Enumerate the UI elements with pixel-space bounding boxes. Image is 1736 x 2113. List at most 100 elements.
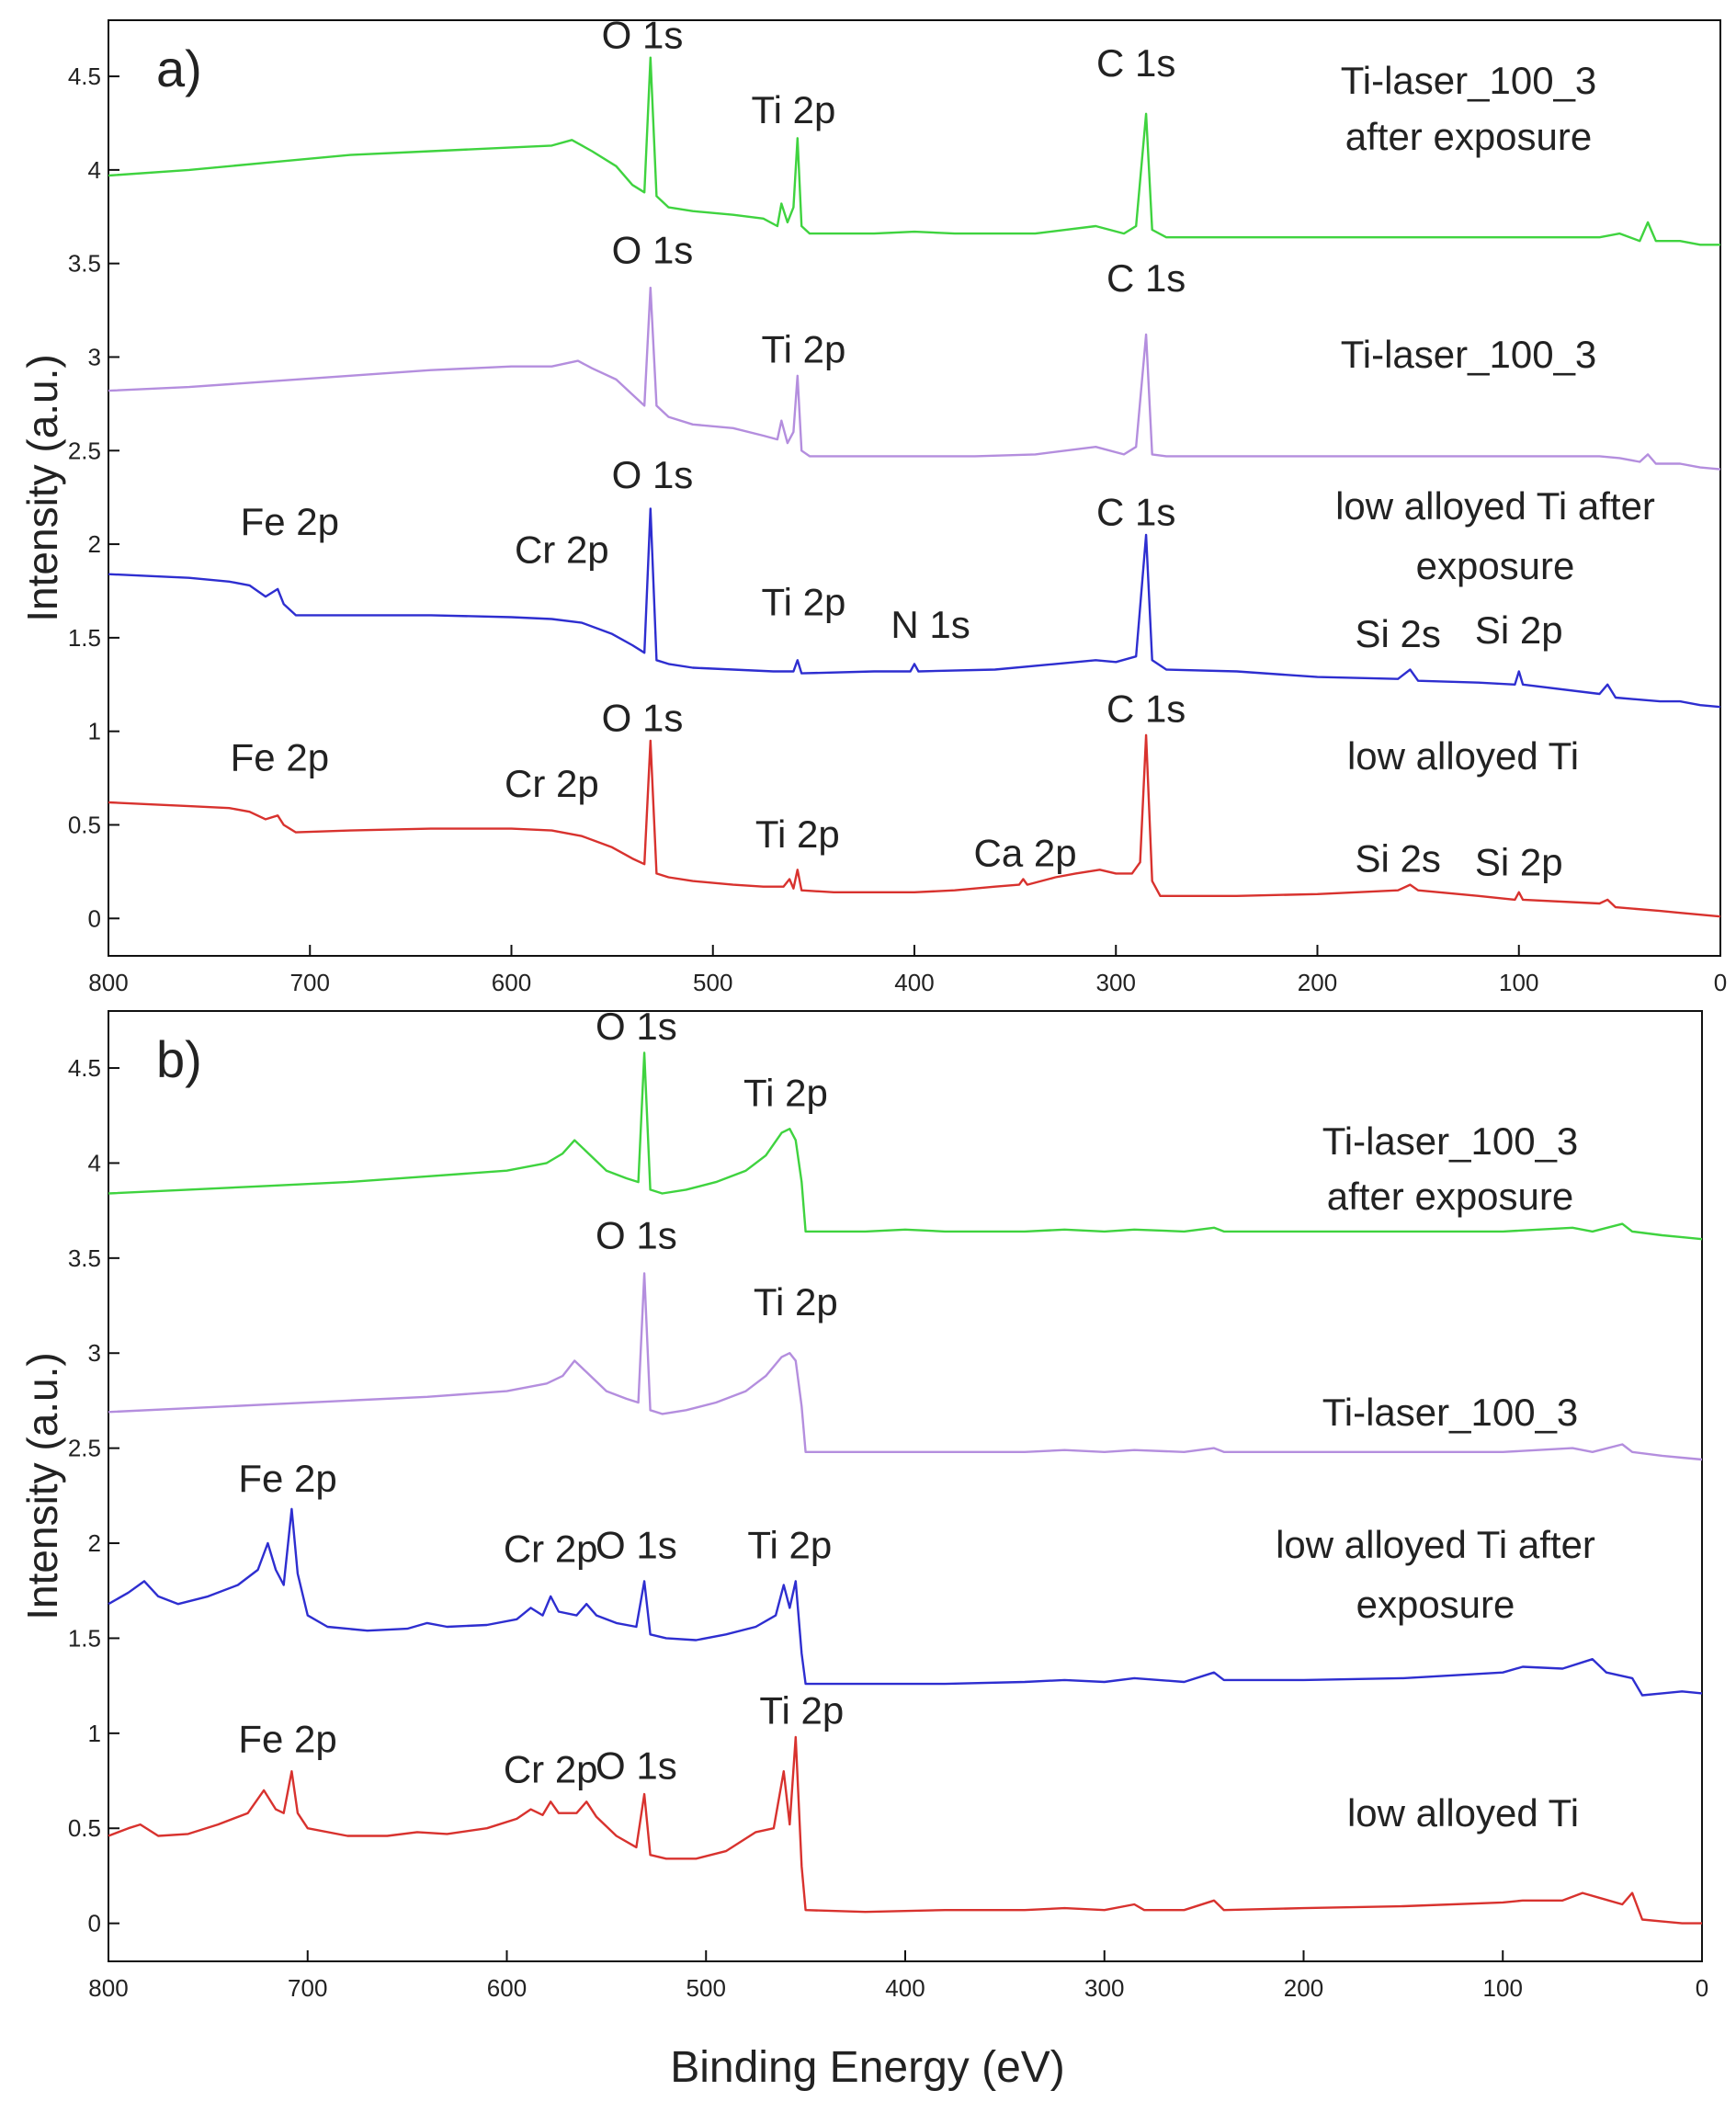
series-label: low alloyed Ti after [1276,1523,1595,1566]
x-tick-label: 700 [288,1974,327,2002]
series-label: exposure [1416,544,1575,587]
peak-label: O 1s [602,14,684,57]
series-label: Ti-laser_100_3 [1341,333,1597,376]
peak-label: Fe 2p [231,735,329,778]
peak-label: Cr 2p [504,1528,598,1571]
y-tick-label: 4.5 [68,1054,101,1082]
x-axis-label: Binding Energy (eV) [670,2043,1065,2092]
y-tick-label: 4.5 [68,62,101,90]
peak-label: C 1s [1096,491,1175,534]
y-tick-label: 4 [88,156,101,184]
x-tick-label: 600 [492,969,531,996]
series-line [108,1507,1703,1697]
peak-label: Cr 2p [515,528,609,571]
y-tick-label: 1 [88,1720,101,1747]
peak-label: C 1s [1106,687,1186,731]
peak-label: O 1s [612,453,694,496]
x-tick-label: 500 [686,1974,726,2002]
peak-label: C 1s [1106,256,1186,300]
y-tick-label: 3.5 [68,1244,101,1272]
peak-label: Ti 2p [759,1689,844,1732]
y-tick-label: 1.5 [68,624,101,652]
y-tick-label: 3.5 [68,250,101,278]
peak-label: Si 2p [1475,840,1563,883]
x-tick-label: 800 [88,969,128,996]
panel-label: b) [156,1030,202,1088]
peak-label: O 1s [596,1214,677,1257]
x-tick-label: 500 [693,969,732,996]
series-label: low alloyed Ti [1347,734,1579,778]
y-tick-label: 1.5 [68,1624,101,1652]
peak-label: Ti 2p [747,1524,832,1567]
x-tick-label: 400 [894,969,934,996]
series-label: low alloyed Ti [1347,1791,1579,1835]
series-line [108,1051,1703,1241]
y-tick-label: 0 [88,1910,101,1937]
series-line [108,1272,1703,1461]
y-tick-label: 2 [88,1529,101,1557]
x-tick-label: 600 [487,1974,527,2002]
peak-label: Fe 2p [241,500,339,543]
peak-label: Cr 2p [505,762,599,805]
y-tick-label: 2.5 [68,1435,101,1462]
series-line [108,733,1721,918]
peak-label: Si 2p [1475,608,1563,652]
peak-label: Ti 2p [754,1280,838,1323]
panel-label: a) [156,40,202,97]
series-label: exposure [1356,1583,1515,1626]
peak-label: Fe 2p [238,1718,336,1761]
series-label: Ti-laser_100_3 [1341,59,1597,102]
y-tick-label: 2.5 [68,437,101,464]
x-tick-label: 0 [1714,969,1727,996]
series-label: after exposure [1345,115,1593,158]
peak-label: Cr 2p [504,1748,598,1791]
x-tick-label: 100 [1499,969,1538,996]
peak-label: Ti 2p [752,88,836,131]
panel-a: 800 700 600 500 400 300 200 100 0 0 0.5 1 1.5 2 2.5 3 3.… [18,14,1727,996]
peak-label: Si 2s [1356,612,1441,655]
x-tick-label: 300 [1096,969,1136,996]
x-tick-label: 400 [885,1974,925,2002]
y-tick-label: 0.5 [68,811,101,838]
peak-label: Ti 2p [761,580,845,623]
y-tick-label: 3 [88,343,101,370]
peak-label: Ca 2p [974,831,1077,874]
peak-label: Ti 2p [743,1071,828,1114]
peak-label: O 1s [596,1744,677,1787]
peak-label: Ti 2p [755,812,840,856]
x-tick-label: 100 [1483,1974,1523,2002]
peak-label: O 1s [612,229,694,272]
peak-label: Ti 2p [761,328,845,371]
y-axis-label: Intensity (a.u.) [18,1352,66,1619]
y-tick-label: 4 [88,1149,101,1176]
y-tick-label: 1 [88,718,101,745]
series-label: after exposure [1327,1175,1574,1218]
series-label: Ti-laser_100_3 [1322,1119,1579,1163]
peak-label: N 1s [891,603,970,646]
y-axis-label: Intensity (a.u.) [18,354,66,621]
peak-label: O 1s [596,1005,677,1048]
x-tick-label: 700 [290,969,330,996]
x-tick-label: 800 [88,1974,128,2002]
panel-b: 800 700 600 500 400 300 200 100 0 0 0.5 1 1.5 2 2.5 3 3.… [18,1005,1708,2002]
y-tick-label: 3 [88,1339,101,1367]
peak-label: Fe 2p [238,1457,336,1500]
y-tick-label: 0.5 [68,1814,101,1842]
series-line [108,507,1721,709]
series-line [108,286,1721,471]
x-tick-label: 200 [1284,1974,1323,2002]
series-line [108,56,1720,246]
peak-label: O 1s [596,1524,677,1567]
series-line [108,1735,1702,1925]
peak-label: Si 2s [1356,836,1441,880]
y-tick-label: 2 [88,530,101,558]
series-label: low alloyed Ti after [1335,484,1655,528]
x-tick-label: 0 [1696,1974,1708,2002]
series-label: Ti-laser_100_3 [1322,1391,1579,1434]
x-tick-label: 200 [1298,969,1337,996]
y-tick-label: 0 [88,904,101,932]
peak-label: C 1s [1096,41,1175,85]
peak-label: O 1s [602,697,684,740]
x-tick-label: 300 [1084,1974,1124,2002]
